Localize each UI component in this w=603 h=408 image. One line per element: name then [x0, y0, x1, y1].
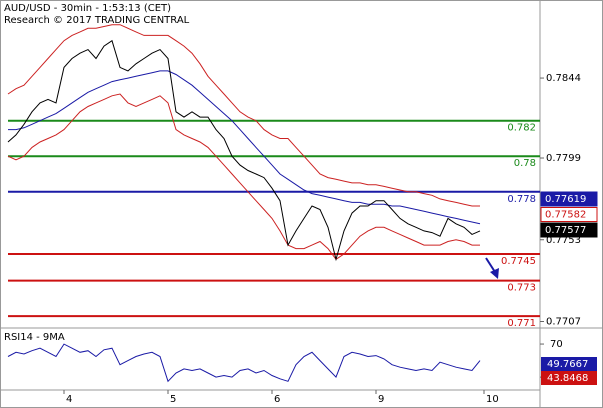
price-tag [540, 191, 598, 207]
level-label: 0.78 [514, 158, 536, 169]
y-tick-label: 0.7707 [546, 316, 581, 327]
price-tag [540, 207, 598, 222]
chart-title: AUD/USD - 30min - 1:53:13 (CET) [4, 3, 171, 14]
x-tick-label: 4 [66, 394, 72, 405]
rsi-tag [541, 357, 597, 371]
rsi-title: RSI14 - 9MA [4, 332, 65, 343]
level-label: 0.7745 [501, 256, 536, 267]
level-label: 0.773 [507, 283, 536, 294]
rsi-tag [541, 371, 597, 385]
series-line [7, 93, 480, 260]
x-tick-label: 9 [378, 394, 384, 405]
x-tick-label: 5 [170, 394, 176, 405]
rsi-tag-label: 49.7667 [547, 359, 588, 370]
level-label: 0.771 [507, 318, 536, 329]
rsi-tick-label: 70 [550, 339, 563, 350]
forecast-arrowhead [490, 268, 499, 279]
level-label: 0.778 [507, 194, 536, 205]
price-tag-label: 0.77619 [545, 194, 586, 205]
y-tick-label: 0.7844 [546, 73, 581, 84]
series-line [8, 70, 481, 225]
price-tag-label: 0.77577 [545, 225, 586, 236]
series-line [7, 39, 481, 262]
x-tick-label: 10 [486, 394, 499, 405]
chart-subtitle: Research © 2017 TRADING CENTRAL [4, 15, 190, 26]
rsi-tag-label: 43.8468 [547, 373, 588, 384]
rsi-line [7, 343, 481, 383]
y-tick-label: 0.7799 [546, 153, 581, 164]
price-tag [540, 222, 598, 238]
x-tick-label: 6 [274, 394, 280, 405]
level-label: 0.782 [507, 123, 536, 134]
forecast-arrow [485, 257, 496, 273]
price-tag-label: 0.77582 [545, 210, 586, 221]
y-tick-label: 0.7753 [546, 235, 581, 246]
series-line [7, 24, 480, 207]
